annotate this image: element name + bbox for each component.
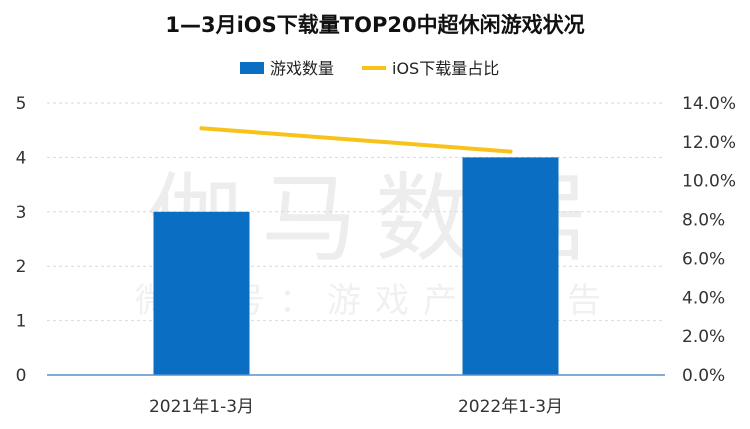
y-tick-label-right: 14.0% <box>682 94 736 114</box>
y-tick-label-right: 10.0% <box>682 172 736 192</box>
bar-series <box>153 157 559 375</box>
x-tick-label: 2022年1-3月 <box>458 397 563 417</box>
legend-swatch-bar <box>240 62 264 74</box>
bar <box>462 157 559 375</box>
line-path <box>199 126 513 154</box>
x-tick-label: 2021年1-3月 <box>149 397 254 417</box>
gridlines <box>47 102 665 322</box>
x-axis-labels: 2021年1-3月 2022年1-3月 <box>149 397 563 417</box>
line-series <box>199 126 513 154</box>
y-tick-label-right: 8.0% <box>682 211 725 231</box>
y-tick-label-right: 0.0% <box>682 366 725 386</box>
legend-label-line: iOS下载量占比 <box>392 59 499 78</box>
y-tick-label-left: 3 <box>16 203 27 223</box>
y-tick-label-right: 6.0% <box>682 249 725 269</box>
y-tick-label-left: 0 <box>16 366 27 386</box>
legend-label-bar: 游戏数量 <box>270 59 334 78</box>
line-point <box>199 126 204 131</box>
legend: 游戏数量 iOS下载量占比 <box>240 59 499 78</box>
y-tick-label-right: 2.0% <box>682 327 725 347</box>
y-tick-label-left: 5 <box>16 94 27 114</box>
y-tick-label-left: 4 <box>16 148 27 168</box>
y-tick-label-right: 12.0% <box>682 133 736 153</box>
line-point <box>508 149 513 154</box>
y-axis-left: 0 1 2 3 4 5 <box>16 94 27 386</box>
y-axis-right: 0.0% 2.0% 4.0% 6.0% 8.0% 10.0% 12.0% 14.0% <box>682 94 736 386</box>
chart-title: 1—3月iOS下载量TOP20中超休闲游戏状况 <box>165 13 584 37</box>
y-tick-label-right: 4.0% <box>682 288 725 308</box>
y-tick-label-left: 2 <box>16 257 27 277</box>
y-tick-label-left: 1 <box>16 312 27 332</box>
bar <box>153 211 250 375</box>
